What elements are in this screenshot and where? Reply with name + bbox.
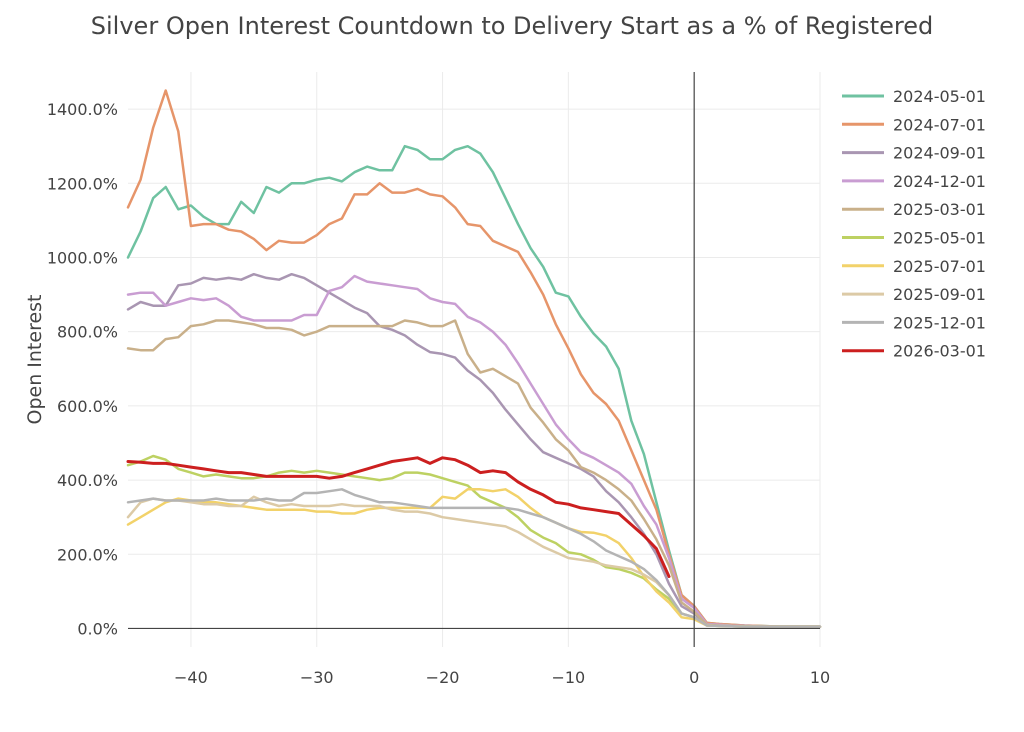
legend-label: 2025-09-01: [893, 285, 986, 304]
y-tick-label: 200.0%: [57, 545, 118, 564]
legend-label: 2025-12-01: [893, 313, 986, 332]
series-line-2025-05-01: [126, 454, 822, 628]
legend-item-2025-12-01[interactable]: 2025-12-01: [842, 313, 986, 332]
series-line-2026-03-01: [126, 456, 671, 578]
legend-label: 2026-03-01: [893, 342, 986, 361]
legend-label: 2025-03-01: [893, 200, 986, 219]
legend-item-2025-03-01[interactable]: 2025-03-01: [842, 200, 986, 219]
y-tick-label: 400.0%: [57, 471, 118, 490]
series-line-2025-09-01: [126, 495, 822, 628]
x-tick-label: −40: [174, 668, 208, 687]
legend-item-2024-09-01[interactable]: 2024-09-01: [842, 144, 986, 163]
legend-label: 2024-12-01: [893, 172, 986, 191]
x-tick-label: −30: [300, 668, 334, 687]
legend-label: 2025-07-01: [893, 257, 986, 276]
legend-label: 2024-07-01: [893, 115, 986, 134]
legend-item-2026-03-01[interactable]: 2026-03-01: [842, 342, 986, 361]
legend-label: 2025-05-01: [893, 229, 986, 248]
y-tick-label: 600.0%: [57, 397, 118, 416]
legend-item-2025-05-01[interactable]: 2025-05-01: [842, 229, 986, 248]
series-line-2024-09-01: [126, 272, 822, 628]
x-tick-label: 0: [689, 668, 699, 687]
legend-item-2025-09-01[interactable]: 2025-09-01: [842, 285, 986, 304]
x-tick-label: −20: [426, 668, 460, 687]
series-line-2024-07-01: [126, 89, 822, 628]
legend-item-2025-07-01[interactable]: 2025-07-01: [842, 257, 986, 276]
y-tick-label: 1200.0%: [47, 174, 118, 193]
y-tick-label: 1400.0%: [47, 100, 118, 119]
series-lines: [126, 89, 822, 628]
chart-title: Silver Open Interest Countdown to Delive…: [90, 12, 934, 40]
legend-label: 2024-05-01: [893, 87, 986, 106]
legend-item-2024-07-01[interactable]: 2024-07-01: [842, 115, 986, 134]
legend-item-2024-05-01[interactable]: 2024-05-01: [842, 87, 986, 106]
y-tick-label: 800.0%: [57, 323, 118, 342]
y-tick-label: 0.0%: [77, 619, 118, 638]
series-line-2025-12-01: [126, 488, 822, 628]
y-axis-label: Open Interest: [24, 294, 46, 424]
y-tick-label: 1000.0%: [47, 248, 118, 267]
series-line-2025-07-01: [126, 488, 822, 628]
series-line-2025-03-01: [126, 319, 822, 628]
legend-item-2024-12-01[interactable]: 2024-12-01: [842, 172, 986, 191]
x-tick-label: 10: [810, 668, 830, 687]
x-tick-label: −10: [551, 668, 585, 687]
axes: −40 −30 −20 −10 0 10 0.0% 200.0% 400.0% 600.0% 800…: [24, 72, 830, 687]
gridlines: [128, 72, 821, 647]
legend-label: 2024-09-01: [893, 144, 986, 163]
series-line-2024-12-01: [126, 274, 822, 628]
legend[interactable]: 2024-05-01 2024-07-01 2024-09-01 2024-12-01…: [842, 87, 986, 361]
